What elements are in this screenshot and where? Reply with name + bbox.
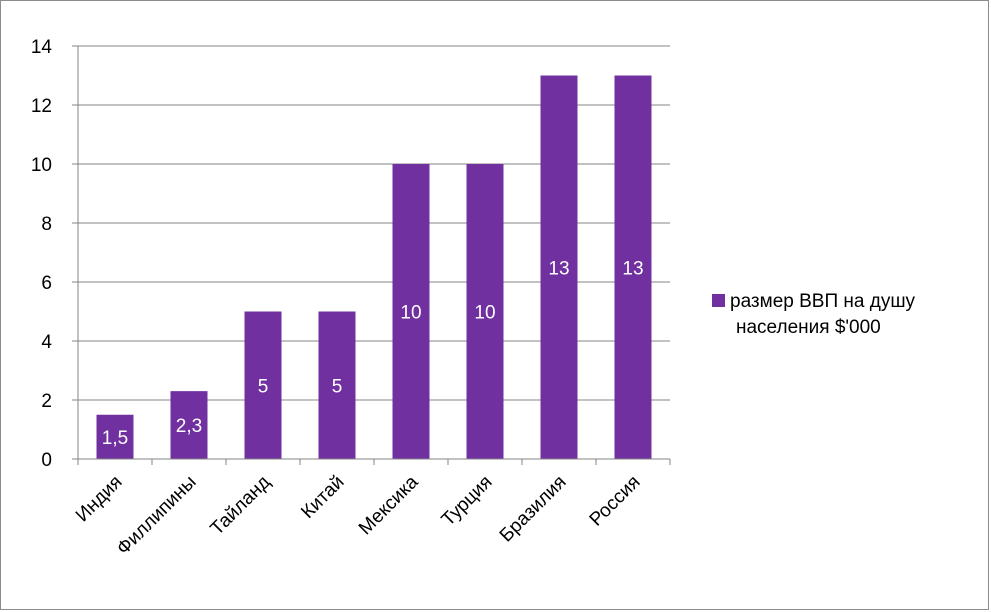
bar [170, 391, 208, 459]
x-tick-label: Турция [438, 472, 497, 531]
y-tick-label: 2 [41, 391, 52, 412]
legend: размер ВВП на душу населения $'000 [712, 289, 982, 341]
bar [540, 75, 578, 459]
bar [96, 414, 134, 459]
y-tick-label: 12 [31, 96, 52, 117]
x-tick-label: Филлипины [113, 472, 201, 560]
x-tick-label: Тайланд [207, 472, 275, 540]
y-tick-label: 4 [41, 332, 52, 353]
bar-layer [96, 75, 652, 459]
y-tick-label: 0 [41, 450, 52, 471]
data-label: 10 [400, 303, 421, 324]
data-label: 10 [474, 303, 495, 324]
data-label: 1,5 [102, 428, 128, 449]
legend-label-line2: населения $'000 [736, 317, 881, 338]
legend-entry: размер ВВП на душу [712, 289, 982, 315]
x-tick-label: Бразилия [496, 472, 571, 547]
data-label: 5 [258, 376, 269, 397]
legend-label-line1: размер ВВП на душу [730, 291, 916, 312]
x-tick-label: Китай [297, 472, 348, 523]
legend-swatch [712, 294, 725, 307]
grid-layer [78, 45, 670, 401]
data-label: 5 [332, 376, 343, 397]
y-tick-label: 6 [41, 273, 52, 294]
y-tick-label: 14 [31, 37, 53, 58]
y-tick-label: 8 [41, 214, 52, 235]
y-tick-label: 10 [31, 155, 52, 176]
data-label: 13 [622, 258, 643, 279]
x-tick-label: Мексика [355, 471, 423, 539]
x-tick-label: Россия [586, 472, 645, 531]
data-label: 13 [548, 258, 569, 279]
x-tick-label: Индия [72, 472, 127, 527]
bar [318, 311, 356, 459]
data-label-layer: 1,5 2,3 5 5 10 10 13 13 [102, 258, 644, 449]
bar [244, 311, 282, 459]
bar [466, 164, 504, 459]
data-label: 2,3 [176, 416, 202, 437]
bar [392, 164, 430, 459]
bar [614, 75, 652, 459]
